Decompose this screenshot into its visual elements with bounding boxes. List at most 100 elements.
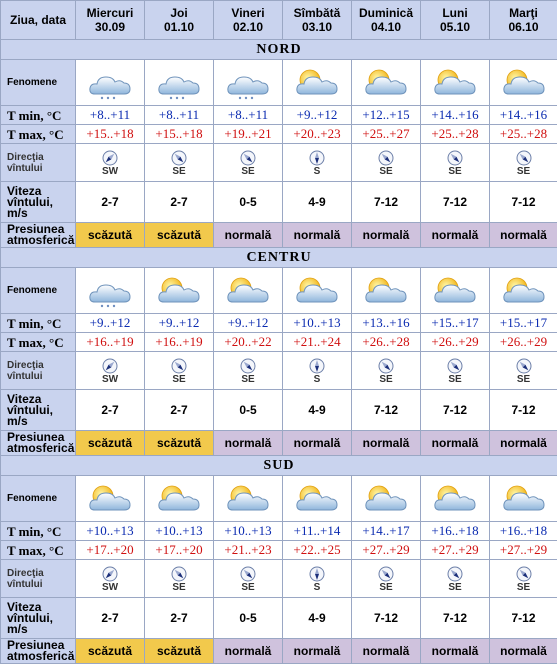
tmin-row: T min, °C+9..+12+9..+12+9..+12+10..+13+1… bbox=[1, 314, 557, 333]
wind_speed-cell: 4-9 bbox=[283, 390, 352, 431]
row-label: T min, °C bbox=[1, 522, 76, 541]
pressure-cell: normală bbox=[352, 223, 421, 248]
wind_speed-cell: 4-9 bbox=[283, 182, 352, 223]
region-title: NORD bbox=[1, 40, 557, 60]
row-label: Presiunea atmosferică bbox=[1, 639, 76, 664]
tmax-cell: +25..+28 bbox=[421, 125, 490, 144]
wind-direction-label: SE bbox=[421, 582, 489, 593]
wind-direction-cell: S bbox=[283, 560, 352, 598]
sun-cloud-icon bbox=[145, 482, 213, 516]
tmin-cell: +10..+13 bbox=[214, 522, 283, 541]
day-name: Luni bbox=[421, 6, 489, 20]
compass-icon bbox=[214, 566, 282, 582]
wind-direction-cell: SE bbox=[352, 144, 421, 182]
region-row: SUD bbox=[1, 456, 557, 476]
wind_speed-cell: 7-12 bbox=[490, 598, 557, 639]
wind-direction-label: SE bbox=[490, 582, 557, 593]
weather-cell bbox=[421, 476, 490, 522]
row-label: T max, °C bbox=[1, 333, 76, 352]
wind-direction-label: SW bbox=[76, 374, 144, 385]
sun-cloud-icon bbox=[283, 66, 351, 100]
wind-direction-label: SE bbox=[145, 374, 213, 385]
weather-cell bbox=[283, 268, 352, 314]
tmin-cell: +14..+17 bbox=[352, 522, 421, 541]
wind-direction-cell: SE bbox=[490, 352, 557, 390]
wind-direction-cell: SE bbox=[421, 144, 490, 182]
pressure-cell: scăzută bbox=[76, 431, 145, 456]
pressure-cell: normală bbox=[421, 431, 490, 456]
wind-direction-cell: SW bbox=[76, 144, 145, 182]
tmin-cell: +8..+11 bbox=[145, 106, 214, 125]
tmax-cell: +15..+18 bbox=[76, 125, 145, 144]
pressure-cell: normală bbox=[352, 431, 421, 456]
wind_speed-cell: 7-12 bbox=[490, 182, 557, 223]
row-label: Fenomene bbox=[1, 60, 76, 106]
region-title: SUD bbox=[1, 456, 557, 476]
wind_speed-cell: 2-7 bbox=[145, 390, 214, 431]
tmax-cell: +20..+22 bbox=[214, 333, 283, 352]
wind_speed-cell: 2-7 bbox=[76, 182, 145, 223]
compass-icon bbox=[352, 358, 420, 374]
sun-cloud-icon bbox=[283, 274, 351, 308]
wind-direction-cell: S bbox=[283, 144, 352, 182]
row-label: Fenomene bbox=[1, 476, 76, 522]
snow-cloud-icon bbox=[145, 66, 213, 100]
pressure-cell: normală bbox=[283, 431, 352, 456]
wind-direction-label: SE bbox=[352, 582, 420, 593]
wind_speed-cell: 7-12 bbox=[352, 182, 421, 223]
tmin-cell: +10..+13 bbox=[76, 522, 145, 541]
tmin-cell: +16..+18 bbox=[490, 522, 557, 541]
wind-direction-cell: S bbox=[283, 352, 352, 390]
pressure-cell: scăzută bbox=[145, 639, 214, 664]
phenomena-row: Fenomene bbox=[1, 268, 557, 314]
wind-direction-label: SE bbox=[214, 582, 282, 593]
pressure-cell: normală bbox=[490, 223, 557, 248]
tmin-cell: +9..+12 bbox=[283, 106, 352, 125]
tmax-row: T max, °C+15..+18+15..+18+19..+21+20..+2… bbox=[1, 125, 557, 144]
wind-direction-label: SE bbox=[352, 374, 420, 385]
tmax-cell: +25..+27 bbox=[352, 125, 421, 144]
sun-cloud-icon bbox=[490, 66, 557, 100]
compass-icon bbox=[214, 358, 282, 374]
snow-cloud-icon bbox=[76, 66, 144, 100]
pressure-cell: scăzută bbox=[145, 431, 214, 456]
weather-cell bbox=[421, 268, 490, 314]
corner-label: Ziua, data bbox=[1, 1, 76, 40]
wind-direction-label: SE bbox=[352, 166, 420, 177]
wind-direction-label: SE bbox=[490, 374, 557, 385]
compass-icon bbox=[283, 566, 351, 582]
day-date: 30.09 bbox=[76, 20, 144, 34]
phenomena-row: Fenomene bbox=[1, 60, 557, 106]
tmax-cell: +25..+28 bbox=[490, 125, 557, 144]
pressure-cell: normală bbox=[352, 639, 421, 664]
day-name: Miercuri bbox=[76, 6, 144, 20]
day-date: 05.10 bbox=[421, 20, 489, 34]
wind_speed-cell: 7-12 bbox=[421, 390, 490, 431]
phenomena-row: Fenomene bbox=[1, 476, 557, 522]
tmin-cell: +10..+13 bbox=[145, 522, 214, 541]
wind-direction-cell: SE bbox=[145, 352, 214, 390]
row-label: T max, °C bbox=[1, 541, 76, 560]
day-name: Marţi bbox=[490, 6, 557, 20]
tmax-cell: +22..+25 bbox=[283, 541, 352, 560]
weather-cell bbox=[214, 268, 283, 314]
weather-cell bbox=[76, 60, 145, 106]
day-date: 02.10 bbox=[214, 20, 282, 34]
wind-direction-cell: SE bbox=[352, 560, 421, 598]
compass-icon bbox=[145, 150, 213, 166]
sun-cloud-icon bbox=[283, 482, 351, 516]
compass-icon bbox=[352, 150, 420, 166]
pressure-cell: scăzută bbox=[145, 223, 214, 248]
sun-cloud-icon bbox=[421, 274, 489, 308]
wind_speed-cell: 2-7 bbox=[76, 390, 145, 431]
region-row: NORD bbox=[1, 40, 557, 60]
row-label: Fenomene bbox=[1, 268, 76, 314]
